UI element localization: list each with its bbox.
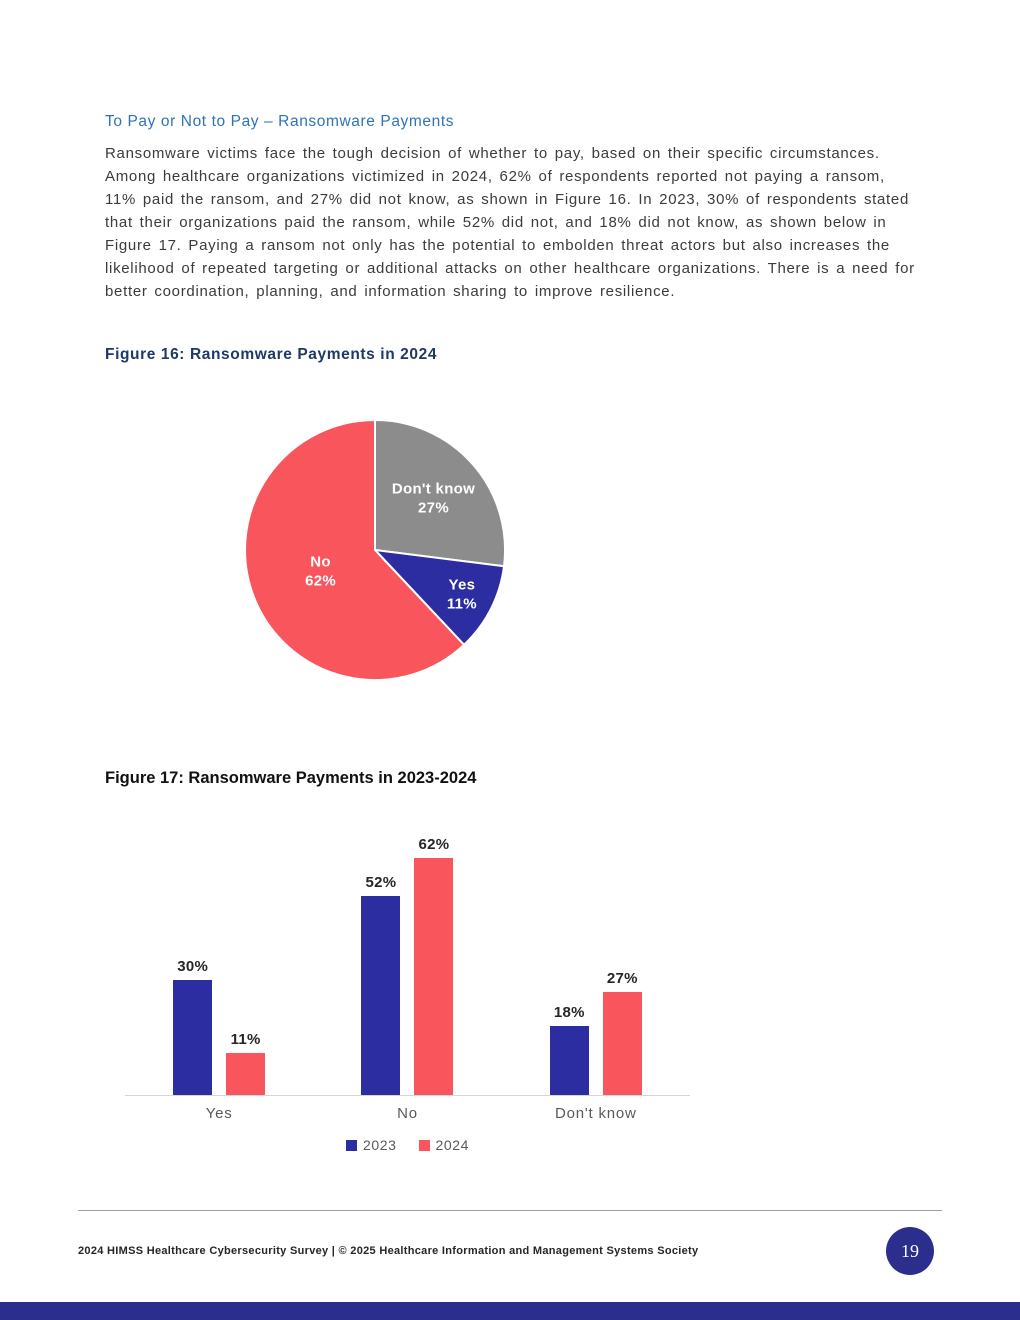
pie-chart-svg: Don't know 27% Yes 11% No 62% [244,418,507,681]
category-axis-labels: Yes No Don't know [125,1096,690,1122]
pie-slice-yes [372,548,506,647]
legend-item-2023: 2023 [345,1137,397,1153]
legend-swatch-2023 [345,1139,357,1151]
x-axis-line [125,1095,690,1096]
category-label-no: No [397,1105,418,1122]
bar-value-label: 27% [606,970,638,987]
category-label-don-t-know: Don't know [554,1105,637,1122]
bar-value-label: 11% [230,1031,261,1048]
bar-value-label: 52% [365,874,397,891]
bar-column-2024-no: 62% [414,836,454,1095]
bar-plot-area: 30% 11% 52% 62% 18% 27% [125,827,690,1095]
bar-column-2023-no: 52% [361,874,401,1095]
pie-slice-no [244,418,466,681]
pie-label-no: No 62% [305,554,336,590]
pie-label-don-t-know: Don't know 27% [392,480,475,516]
bar-column-2024-don-t-know: 27% [602,970,642,1095]
bar-value-label: 62% [418,836,450,853]
bar-group-don-t-know: 18% 27% [502,970,690,1095]
pie-label-yes: Yes 11% [447,576,477,612]
page-number: 19 [901,1240,919,1261]
legend-swatch-2024 [418,1139,430,1151]
bar-2024-no [414,858,454,1095]
bar-group-no: 52% 62% [313,836,501,1095]
bar-2024-don-t-know [602,992,642,1095]
pie-slice-don-t-know [374,418,507,568]
bar-2023-no [361,896,401,1095]
figure16-pie-chart: Don't know 27% Yes 11% No 62% [230,405,520,695]
footer-text: 2024 HIMSS Healthcare Cybersecurity Surv… [78,1245,699,1257]
chart-legend: 2023 2024 [125,1137,690,1153]
body-paragraph: Ransomware victims face the tough decisi… [105,145,915,300]
legend-label-2024: 2024 [435,1137,470,1153]
bar-value-label: 18% [553,1004,585,1021]
figure17-title: Figure 17: Ransomware Payments in 2023-2… [105,769,477,787]
category-label-yes: Yes [205,1105,233,1122]
bar-group-yes: 30% 11% [125,958,313,1095]
footer-divider [78,1210,942,1211]
bottom-accent-bar [0,1302,1020,1320]
bar-2024-yes [226,1053,266,1095]
bar-2023-yes [173,980,213,1095]
bar-value-label: 30% [177,958,209,975]
figure17-bar-chart: 30% 11% 52% 62% 18% 27% Yes No Don't know 2023 2… [125,827,690,1153]
legend-item-2024: 2024 [418,1137,470,1153]
legend-label-2023: 2023 [362,1137,397,1153]
bar-2023-don-t-know [549,1026,589,1095]
page-number-badge: 19 [886,1227,934,1275]
figure16-title: Figure 16: Ransomware Payments in 2024 [105,346,438,363]
bar-column-2023-yes: 30% [173,958,213,1095]
section-heading: To Pay or Not to Pay – Ransomware Paymen… [105,113,455,130]
bar-column-2023-don-t-know: 18% [549,1004,589,1095]
bar-column-2024-yes: 11% [226,1031,266,1095]
